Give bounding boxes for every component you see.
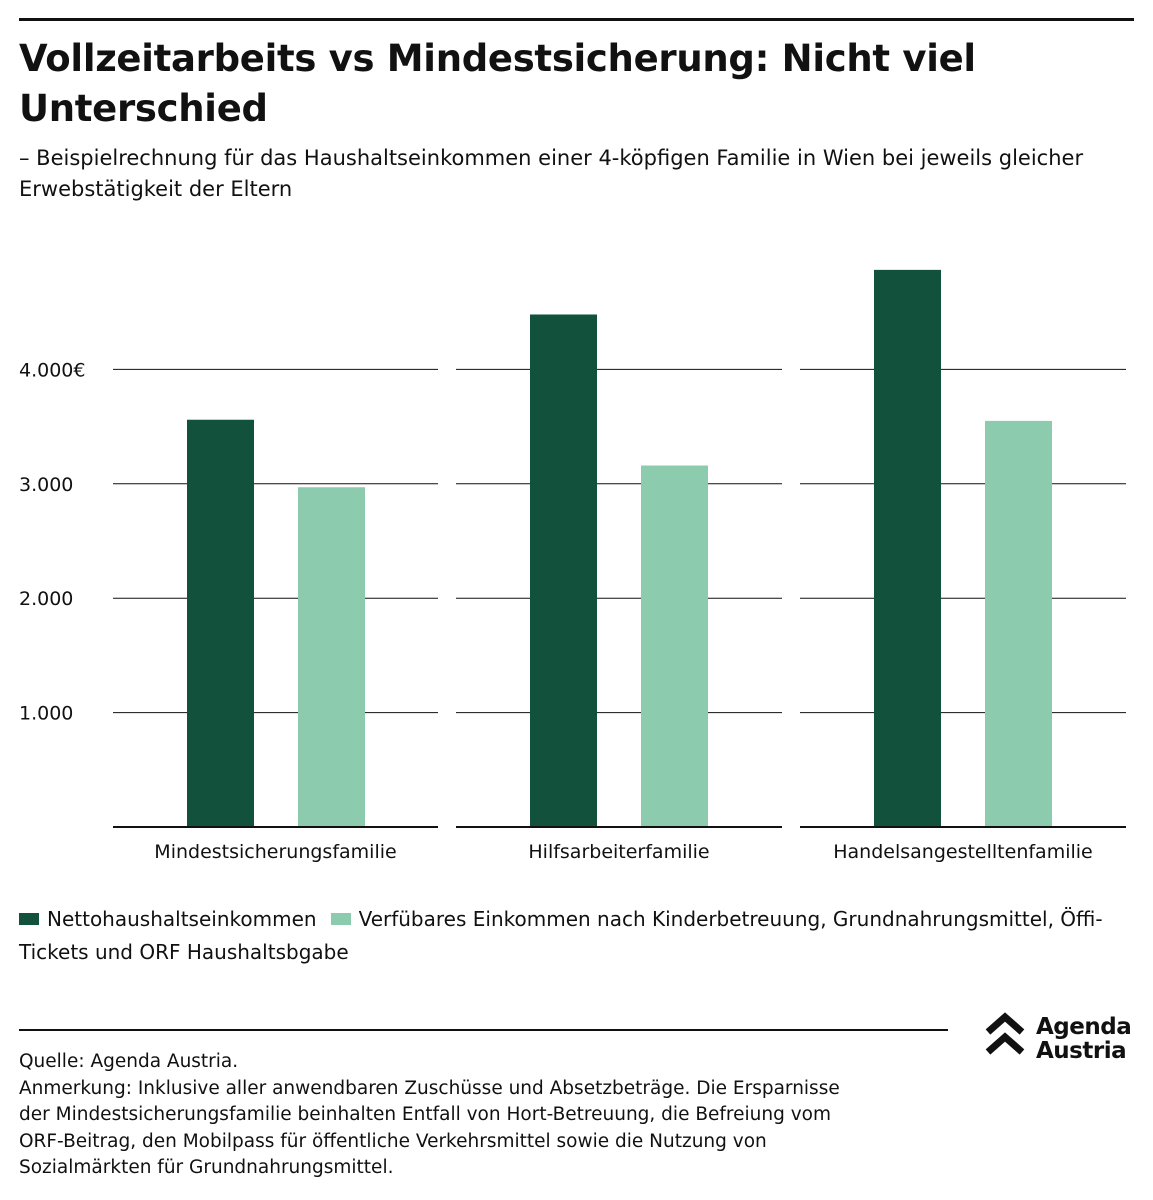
x-category-label: Mindestsicherungsfamilie [154,841,396,863]
y-tick-label: 1.000 [19,703,73,725]
bar-chart: 1.000 2.000 3.000 4.000€ Mindestsicherungsfa… [19,269,1126,863]
agenda-austria-logo: Agenda Austria [984,1012,1144,1064]
note-line-4: Sozialmärkten für Grundnahrungsmittel. [19,1157,394,1178]
x-category-label: Handelsangestelltenfamilie [833,841,1092,863]
chart-subtitle: – Beispielrechnung für das Haushaltseink… [19,146,1084,201]
y-tick-label: 3.000 [19,474,73,496]
bar-verfuegbar-2 [641,465,708,827]
legend-swatch-netto [19,912,39,925]
legend-item-verfuegbar: Verfübares Einkommen nach Kinderbetreuun… [19,907,1103,964]
bar-netto-2 [530,314,597,827]
x-category-label: Hilfsarbeiterfamilie [528,841,709,863]
note-line-2: der Mindestsicherungsfamilie beinhalten … [19,1104,831,1125]
legend-label-verfuegbar: Verfübares Einkommen nach Kinderbetreuun… [19,907,1103,964]
chart-title: Vollzeitarbeits vs Mindestsicherung: Nic… [19,37,976,130]
legend-swatch-verfuegbar [330,912,351,925]
logo-word-agenda: Agenda [1036,1014,1132,1040]
bottom-rule [19,1029,948,1031]
legend-label-netto: Nettohaushaltseinkommen [47,907,317,931]
footnotes: Quelle: Agenda Austria. Anmerkung: Inklu… [19,1049,949,1182]
bar-netto-3 [874,269,941,827]
top-rule [19,18,1134,21]
bar-verfuegbar-1 [298,487,365,827]
logo-word-austria: Austria [1036,1038,1127,1064]
y-tick-label: 4.000€ [19,359,85,381]
source-note: Quelle: Agenda Austria. [19,1051,239,1072]
chevron-logo-icon [985,1012,1025,1055]
legend-item-netto: Nettohaushaltseinkommen [19,907,317,931]
bar-verfuegbar-3 [985,420,1052,827]
note-line-3: ORF-Beitrag, den Mobilpass für öffentlic… [19,1130,767,1152]
note-line-1: Anmerkung: Inklusive aller anwendbaren Z… [19,1077,840,1099]
legend: Nettohaushaltseinkommen Verfübares Einkom… [19,903,1134,969]
y-tick-label: 2.000 [19,588,73,610]
bar-netto-1 [187,419,254,827]
